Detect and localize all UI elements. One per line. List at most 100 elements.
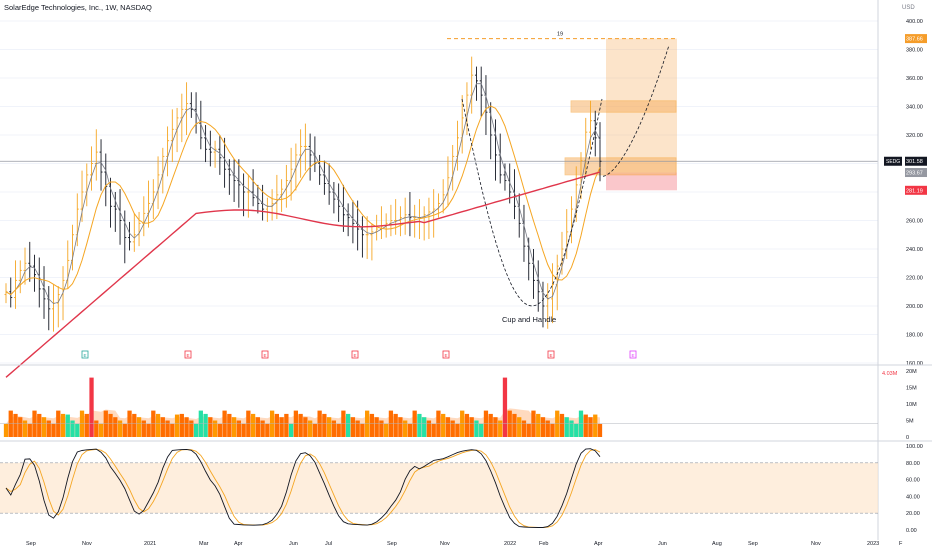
price-axis-tick: 380.00 [906, 48, 923, 54]
volume-bar [279, 417, 284, 437]
volume-bar [360, 423, 365, 437]
volume-bar [307, 420, 313, 437]
volume-bar [379, 420, 384, 437]
ma-slow-line [5, 171, 601, 378]
volume-bar [559, 413, 565, 437]
time-axis-tick: Apr [234, 541, 243, 547]
volume-bar [65, 414, 70, 437]
volume-bar [331, 420, 337, 437]
volume-bar [298, 413, 303, 437]
volume-bar [540, 417, 546, 437]
volume-bar [174, 414, 180, 437]
volume-bar [165, 420, 170, 437]
volume-bar [255, 417, 260, 437]
volume-bar [274, 413, 280, 437]
volume-bar [512, 413, 517, 437]
stoch-axis-tick: 100.00 [906, 444, 923, 450]
volume-bar [564, 417, 569, 437]
earnings-marker-future-label: E [632, 353, 635, 358]
symbol-tag-bg [884, 156, 902, 166]
volume-bar [355, 420, 360, 437]
volume-bar [588, 417, 593, 437]
earnings-marker-label: E [84, 353, 87, 358]
ma-fast-line [5, 83, 601, 305]
volume-bar [179, 413, 184, 437]
earnings-marker-label: E [445, 353, 448, 358]
target-price-tag-bg [905, 34, 927, 44]
earnings-marker-future [629, 350, 637, 359]
volume-marker: 4.03M [882, 371, 898, 377]
volume-bar [517, 417, 522, 437]
last-price-tag: 301.58 [905, 156, 927, 166]
volume-bar [498, 420, 503, 437]
volume-bar [217, 423, 222, 437]
volume-bar [89, 377, 94, 437]
earnings-marker-label: E [550, 353, 553, 358]
volume-bar [326, 417, 332, 437]
volume-bar [350, 417, 356, 437]
stoch-axis-tick: 40.00 [906, 494, 920, 500]
volume-bar [536, 413, 541, 437]
volume-bar [426, 420, 432, 437]
target-note: 19 [557, 32, 563, 38]
volume-bar [113, 417, 118, 437]
volume-bar [241, 423, 246, 437]
volume-bar [550, 423, 555, 437]
volume-bar [569, 420, 574, 437]
stoch-axis-tick: 60.00 [906, 478, 920, 484]
pattern-label: Cup and Handle [502, 315, 556, 324]
volume-bar [203, 413, 208, 437]
price-axis-tick: 340.00 [906, 105, 923, 111]
time-axis-tick: Nov [811, 541, 821, 547]
volume-bar [417, 413, 422, 437]
ma-mid-line [5, 105, 601, 296]
symbol-tag: SEDG [886, 159, 900, 165]
time-axis-tick: Apr [594, 541, 603, 547]
time-axis-tick: Nov [82, 541, 92, 547]
volume-bar [46, 420, 51, 437]
entry-price-tag-text: 293.67 [906, 171, 923, 177]
price-axis-tick: 400.00 [906, 19, 923, 25]
volume-bar [445, 417, 451, 437]
price-axis-tick: 200.00 [906, 304, 923, 310]
volume-bar [312, 423, 318, 437]
price-bars [4, 56, 602, 332]
volume-bar [60, 413, 66, 437]
volume-bar [398, 417, 403, 437]
volume-axis-tick: 10M [906, 402, 917, 408]
volume-bar [18, 417, 23, 437]
volume-bar [526, 423, 531, 437]
volume-bar [75, 423, 80, 437]
time-axis-tick: Sep [387, 541, 397, 547]
volume-bar [583, 414, 588, 437]
volume-bar [160, 417, 165, 437]
earnings-marker [547, 350, 555, 359]
volume-bar [346, 413, 351, 437]
volume-bar [369, 413, 375, 437]
last-price-tag-bg [905, 156, 927, 166]
volume-bar [474, 420, 479, 437]
volume-bar [170, 423, 175, 437]
volume-bar [322, 413, 327, 437]
earnings-marker [184, 350, 192, 359]
volume-bar [260, 420, 265, 437]
stoch-d-line [5, 448, 601, 528]
volume-bar [464, 413, 470, 437]
entry-price-tag-bg [905, 168, 927, 178]
time-axis-tick: 2022 [504, 541, 516, 547]
volume-bar [422, 417, 427, 437]
volume-bar [70, 420, 75, 437]
volume-panel: 20M 15M 10M 5M 0 4.03M [0, 369, 917, 441]
handle-projection [602, 45, 670, 177]
price-axis-tick: 320.00 [906, 133, 923, 139]
currency-label: USD [902, 5, 915, 11]
time-axis-tick: Jun [289, 541, 298, 547]
volume-bar [597, 423, 603, 437]
volume-bar [13, 413, 18, 437]
volume-bar [27, 423, 32, 437]
chart-title: SolarEdge Technologies, Inc., 1W, NASDAQ [4, 3, 152, 12]
time-axis-tick: F [899, 541, 903, 547]
volume-bar [108, 413, 113, 437]
volume-bar [574, 423, 579, 437]
